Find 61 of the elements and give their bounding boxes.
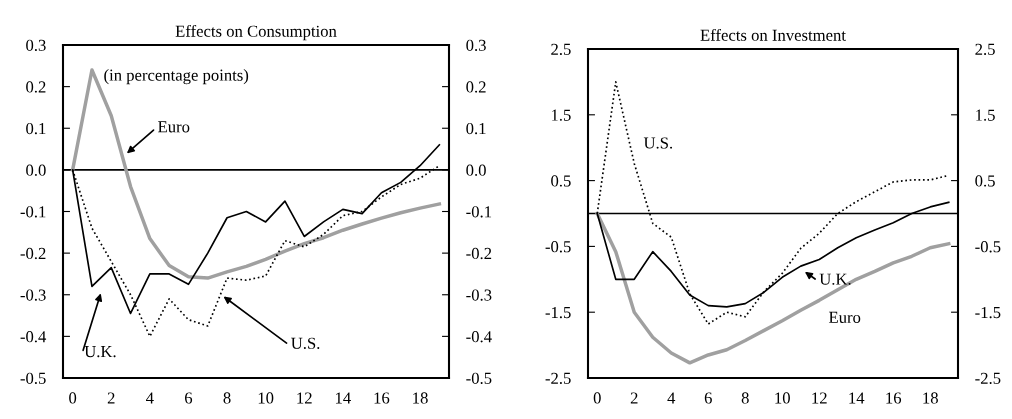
x-tick-label: 10 bbox=[258, 392, 274, 404]
x-tick-label: 0 bbox=[69, 392, 77, 404]
y2-tick-label: 1.5 bbox=[976, 109, 995, 121]
y2-tick-label: -2.5 bbox=[975, 372, 1001, 385]
y-tick-label: 1.5 bbox=[551, 109, 571, 121]
x-tick-label: 8 bbox=[741, 392, 749, 404]
text: U.K. bbox=[84, 346, 116, 358]
y2-tick-label: -0.1 bbox=[466, 206, 492, 218]
x-tick-label: 2 bbox=[107, 392, 115, 404]
y2-tick-label: 0.2 bbox=[466, 81, 486, 93]
y-tick-label: 0.3 bbox=[26, 39, 46, 52]
y-tick-label: 0.2 bbox=[26, 81, 46, 93]
y2-tick-label: 2.5 bbox=[975, 43, 995, 56]
text: U.S. bbox=[291, 337, 320, 349]
y-tick-label: -0.1 bbox=[20, 206, 46, 218]
y-tick-label: -0.5 bbox=[20, 372, 46, 385]
x-tick-label: 0 bbox=[593, 392, 601, 404]
legend-label: U.K. bbox=[819, 273, 851, 285]
y-tick-label: -1.5 bbox=[545, 306, 571, 319]
x-tick-label: 6 bbox=[704, 392, 712, 404]
line-series bbox=[70, 68, 442, 280]
x-tick-label: 18 bbox=[923, 392, 938, 404]
y2-tick-label: 0.0 bbox=[466, 164, 486, 176]
y-tick-label: -2.5 bbox=[545, 372, 571, 385]
annotation: (in percentage points) bbox=[104, 69, 249, 85]
series-label: U.S. bbox=[643, 137, 673, 149]
text: Euro bbox=[158, 121, 190, 133]
x-tick-label: 12 bbox=[297, 392, 312, 404]
y2-tick-label: -0.5 bbox=[975, 241, 1001, 253]
y-tick-label: -0.5 bbox=[545, 241, 571, 253]
y2-tick-label: -0.3 bbox=[466, 289, 492, 301]
chart-title: Effects on Investment bbox=[700, 28, 846, 41]
y2-tick-label: 0.3 bbox=[466, 39, 486, 52]
x-tick-label: 16 bbox=[886, 392, 902, 404]
x-tick-label: 14 bbox=[849, 392, 865, 404]
y-tick-label: 0.1 bbox=[26, 122, 46, 135]
y-tick-label: 0.0 bbox=[26, 164, 46, 176]
x-tick-label: 14 bbox=[335, 392, 351, 404]
x-tick-label: 18 bbox=[413, 392, 428, 404]
y-tick-label: -0.2 bbox=[20, 247, 46, 260]
x-tick-label: 10 bbox=[775, 392, 790, 404]
y2-tick-label: -0.2 bbox=[466, 247, 492, 260]
y-tick-label: -0.3 bbox=[20, 289, 46, 301]
line-series bbox=[595, 211, 951, 365]
y-tick-label: -0.4 bbox=[20, 331, 47, 343]
x-tick-label: 12 bbox=[812, 392, 827, 404]
x-tick-label: 6 bbox=[185, 392, 193, 404]
x-tick-label: 4 bbox=[667, 392, 676, 404]
x-tick-label: 16 bbox=[374, 392, 390, 404]
x-tick-label: 8 bbox=[223, 392, 231, 404]
y2-tick-label: 0.1 bbox=[466, 122, 486, 135]
chart-title: Effects on Consumption bbox=[175, 24, 337, 41]
y2-tick-label: -0.5 bbox=[466, 372, 492, 385]
y2-tick-label: -1.5 bbox=[975, 306, 1001, 319]
x-tick-label: 2 bbox=[630, 392, 638, 404]
y2-tick-label: 0.5 bbox=[975, 175, 995, 187]
y-tick-label: 0.5 bbox=[551, 175, 571, 187]
y-tick-label: 2.5 bbox=[551, 43, 571, 56]
y2-tick-label: -0.4 bbox=[466, 331, 492, 343]
series-label: Euro bbox=[828, 311, 861, 323]
x-tick-label: 4 bbox=[146, 392, 154, 404]
